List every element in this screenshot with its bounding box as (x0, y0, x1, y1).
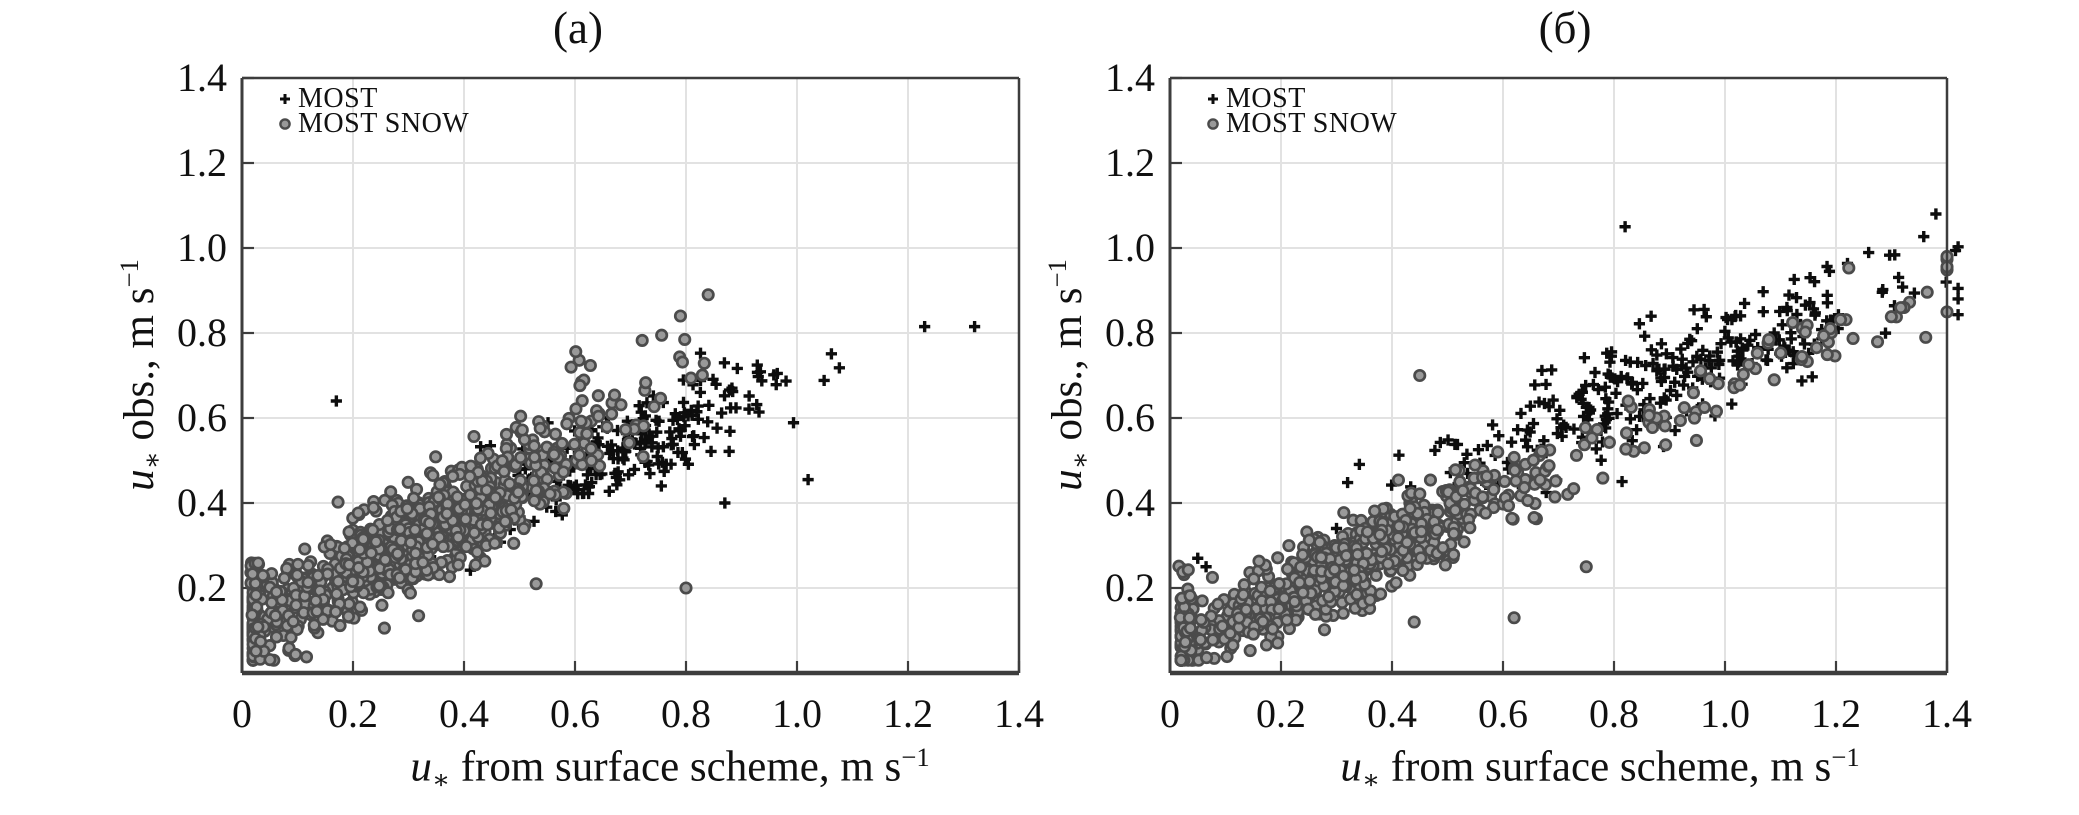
legend-item-most-snow: MOST SNOW (1200, 108, 1398, 139)
legend-label-most: MOST (298, 83, 378, 114)
panel-b-legend: MOST MOST SNOW (1200, 83, 1398, 139)
panel-b-title: (б) (1538, 3, 1592, 53)
legend-item-most: MOST (272, 83, 469, 114)
x-tick-label: 1.0 (772, 691, 822, 736)
circle-marker-icon (279, 117, 291, 130)
x-tick-label: 1.2 (883, 691, 933, 736)
x-tick-label: 0 (1160, 691, 1180, 736)
panel-b-y-axis-label: u∗ obs., m s−1 (1042, 259, 1095, 491)
panel-a-title: (a) (553, 3, 603, 53)
legend-item-most-snow: MOST SNOW (272, 108, 470, 139)
x-tick-label: 1.2 (1811, 691, 1861, 736)
legend-item-most: MOST (1200, 83, 1397, 114)
y-tick-label: 0.8 (1105, 310, 1155, 355)
x-tick-label: 0.8 (661, 691, 711, 736)
series-most-snow (1172, 249, 1954, 667)
series-most-snow (244, 288, 715, 667)
x-tick-label: 0.8 (1589, 691, 1639, 736)
y-tick-label: 0.8 (177, 310, 227, 355)
plus-marker-icon (1208, 93, 1218, 104)
x-tick-label: 0.4 (439, 691, 489, 736)
panel-a-x-axis-label: u∗ from surface scheme, m s−1 (410, 742, 930, 795)
y-tick-label: 0.2 (177, 565, 227, 610)
y-tick-label: 0.4 (177, 480, 227, 525)
panel-a-legend: MOST MOST SNOW (272, 83, 470, 139)
x-tick-label: 0.2 (328, 691, 378, 736)
circle-marker-icon (1207, 117, 1219, 130)
x-tick-label: 0 (232, 691, 252, 736)
x-tick-label: 1.4 (994, 691, 1044, 736)
panel-b-x-axis-label: u∗ from surface scheme, m s−1 (1340, 742, 1860, 795)
x-tick-label: 0.6 (550, 691, 600, 736)
panel-b-scatter-canvas (1168, 76, 1964, 676)
y-tick-label: 1.0 (177, 225, 227, 270)
y-tick-label: 1.0 (1105, 225, 1155, 270)
x-tick-label: 1.4 (1922, 691, 1972, 736)
x-tick-label: 0.6 (1478, 691, 1528, 736)
y-tick-label: 0.4 (1105, 480, 1155, 525)
y-tick-label: 0.2 (1105, 565, 1155, 610)
y-tick-label: 1.4 (177, 55, 227, 100)
y-tick-label: 0.6 (1105, 395, 1155, 440)
panel-a-scatter-canvas (240, 76, 1021, 676)
x-tick-label: 0.2 (1256, 691, 1306, 736)
legend-label-most-snow: MOST SNOW (1226, 108, 1398, 139)
legend-label-most: MOST (1226, 83, 1306, 114)
legend-label-most-snow: MOST SNOW (298, 108, 470, 139)
plus-marker-icon (280, 93, 290, 104)
y-tick-label: 1.2 (177, 140, 227, 185)
panel-a-y-axis-label: u∗ obs., m s−1 (114, 259, 167, 491)
y-tick-label: 1.2 (1105, 140, 1155, 185)
x-tick-label: 0.4 (1367, 691, 1417, 736)
x-tick-label: 1.0 (1700, 691, 1750, 736)
y-tick-label: 1.4 (1105, 55, 1155, 100)
y-tick-label: 0.6 (177, 395, 227, 440)
